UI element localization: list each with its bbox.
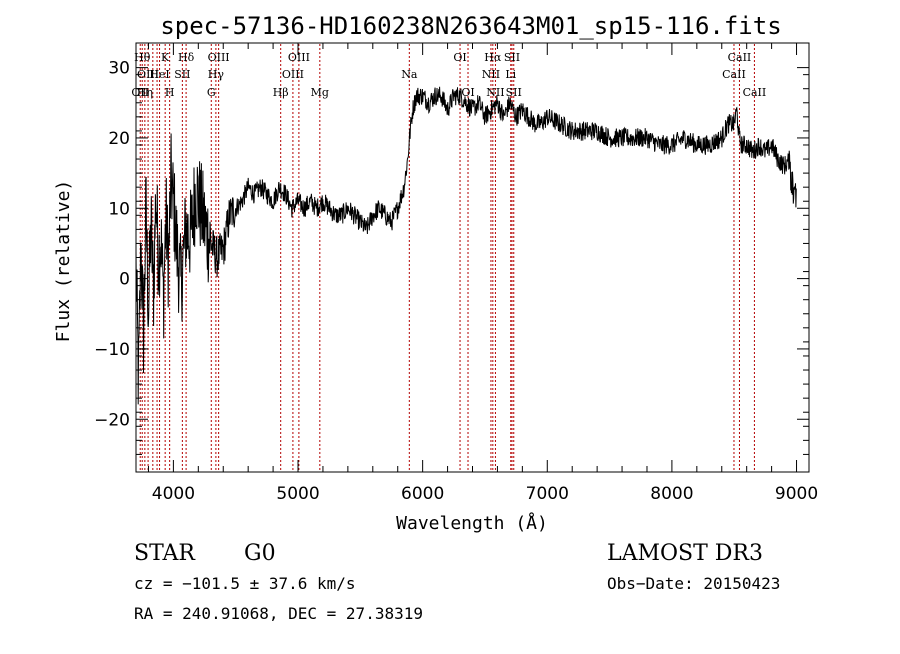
spectrum-line	[135, 86, 797, 405]
spectral-line-label: OI	[461, 86, 474, 99]
spectral-line-label: Na	[401, 68, 418, 81]
spectral-line-label: G	[207, 86, 216, 99]
spectral-line-label: CaII	[743, 86, 767, 99]
chart-title: spec-57136-HD160238N263643M01_sp15-116.f…	[160, 12, 781, 40]
spectral-line-label: HeI	[149, 68, 169, 81]
x-axis-label: Wavelength (Å)	[396, 512, 548, 534]
x-tick-label: 6000	[401, 484, 444, 504]
x-tick-label: 7000	[526, 484, 569, 504]
marker-label-group: OIIHθHηOIIIHeIKHSIIHδGHγOIIIHβOIIIOIIIMg…	[131, 51, 766, 99]
survey-name: LAMOST DR3	[607, 541, 763, 566]
object-class: STAR	[134, 541, 196, 566]
spectral-line-label: SII	[506, 86, 522, 99]
spectral-line-label: Hδ	[178, 51, 195, 64]
spectral-line-label: OI	[453, 51, 466, 64]
redshift-text: cz = −101.5 ± 37.6 km/s	[134, 574, 356, 593]
spectral-line-label: OIII	[208, 51, 230, 64]
tick-group: 4000 5000 6000 7000 8000 9000 −20 −10 0 10 20 30	[94, 43, 818, 504]
spectral-line-label: Hγ	[208, 68, 225, 81]
spectral-line-label: OIII	[288, 51, 310, 64]
y-tick-label: 20	[108, 129, 130, 149]
object-subclass: G0	[244, 541, 276, 566]
series-group	[135, 86, 797, 405]
spectral-line-label: CaII	[722, 68, 746, 81]
y-tick-label: −10	[94, 340, 130, 360]
spectral-line-label: Hα	[484, 51, 502, 64]
spectral-line-label: CaII	[728, 51, 752, 64]
y-tick-label: −20	[94, 410, 130, 430]
x-tick-label: 8000	[650, 484, 693, 504]
y-tick-label: 0	[119, 270, 130, 290]
spectral-line-label: Hθ	[134, 51, 151, 64]
spectral-line-label: K	[161, 51, 170, 64]
plot-frame	[135, 42, 810, 473]
spectral-line-label: SII	[174, 68, 190, 81]
spectral-line-label: Hβ	[273, 86, 289, 99]
spectral-line-label: SII	[504, 51, 520, 64]
x-tick-label: 4000	[152, 484, 195, 504]
y-tick-label: 30	[108, 59, 130, 79]
spectral-line-label: NII	[486, 86, 504, 99]
x-tick-label: 9000	[775, 484, 818, 504]
y-tick-label: 10	[108, 199, 130, 219]
obs-date: Obs−Date: 20150423	[607, 574, 780, 593]
spectral-line-label: OIII	[282, 68, 304, 81]
spectral-line-label: Li	[505, 68, 516, 81]
coordinates-text: RA = 240.91068, DEC = 27.38319	[134, 604, 423, 623]
spectral-line-label: Mg	[311, 86, 329, 99]
x-tick-label: 5000	[276, 484, 319, 504]
y-axis-label: Flux (relative)	[53, 180, 74, 343]
spectral-line-label: H	[165, 86, 175, 99]
spectral-line-label: NII	[482, 68, 500, 81]
spectral-line-label: OIII	[137, 68, 159, 81]
spectral-line-label: Hη	[137, 86, 153, 99]
